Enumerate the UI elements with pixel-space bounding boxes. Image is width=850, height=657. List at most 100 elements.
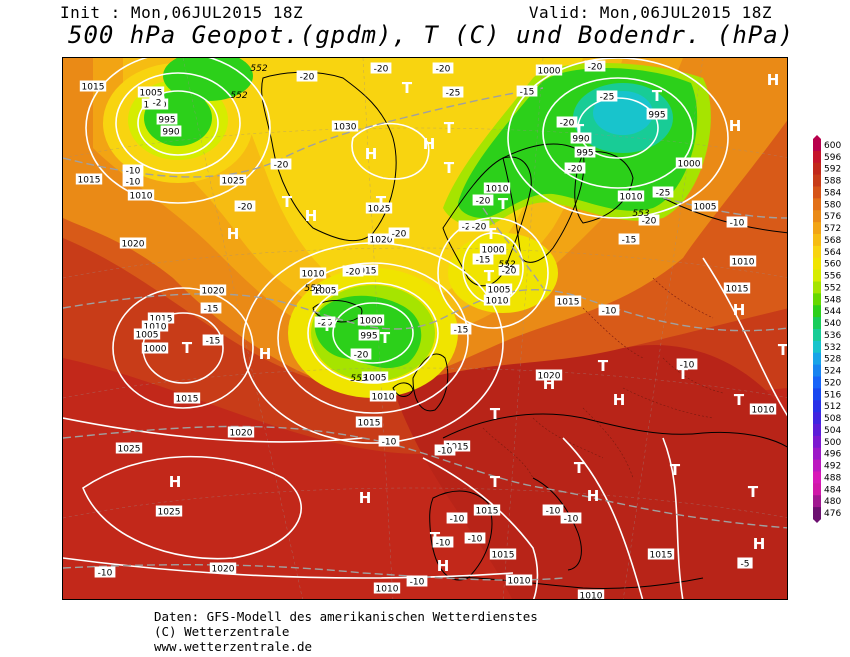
footer-url[interactable]: www.wetterzentrale.de [154,639,313,654]
legend-swatch [813,186,821,199]
high-pressure-marker: H [587,487,600,505]
pressure-label-bg [209,562,237,574]
temperature-label: -10 [680,361,695,371]
low-pressure-marker: T [402,79,413,97]
legend-swatch [813,459,821,472]
pressure-label: 1000 [360,317,383,327]
ireland-outline [392,382,414,397]
legend-swatch [813,376,821,389]
temperature-label-bg [516,85,538,97]
temperature-label: -20 [476,197,491,207]
temperature-label: -10 [564,515,579,525]
pressure-label-bg [115,442,143,454]
low-pressure-marker: T [484,267,495,285]
pressure-label: 1005 [140,89,163,99]
low-pressure-marker: T [490,473,501,491]
temperature-label-bg [434,444,456,456]
pressure-label: 1030 [334,123,357,133]
high-pressure-marker: H [423,135,436,153]
temperature-label-bg [737,557,753,569]
pressure-label: 1010 [376,585,399,595]
temperature-labels: -20-20 -20-25 -15-20-25-20-20-25-20-15-10-… [94,60,753,588]
legend-swatch [813,245,821,259]
pressure-label-bg [369,390,397,402]
temperature-label: -10 [602,307,617,317]
pressure-label: 990 [162,128,179,138]
pressure-label-bg [473,504,501,516]
pressure-label: 1020 [370,236,393,246]
low-pressure-marker: T [490,405,501,423]
pressure-label: 1005 [136,331,159,341]
pressure-label: 1000 [678,160,701,170]
low-pressure-marker: T [734,391,745,409]
temperature-label-bg [542,504,564,516]
legend-level: 484 [824,485,841,495]
pressure-labels: 1015100510009959901015101010201025103010… [75,64,777,601]
pressure-label-bg [141,342,169,354]
low-pressure-marker: T [322,317,333,335]
high-pressure-marker: H [613,391,626,409]
legend-swatch [813,388,821,401]
high-pressure-marker: H [543,375,556,393]
pressure-label-bg [351,264,379,276]
temperature-label: -10 [410,578,425,588]
temperature-label-bg [472,194,494,206]
footer-copyright: (C) Wetterzentrale [154,624,290,639]
sweden-outline [502,143,585,263]
legend-level: 480 [824,497,841,507]
legend-level: 600 [824,141,841,151]
legend-level: 572 [824,224,841,234]
pressure-label-bg [646,108,668,120]
temperature-label: -20 [560,119,575,129]
pressure-label: 995 [648,111,665,121]
pressure-label: 1015 [354,267,377,277]
temperature-label: -10 [98,569,113,579]
temperature-label: -15 [476,256,491,266]
low-pressure-marker: T [670,461,681,479]
low-pressure-marker: T [678,365,689,383]
legend-level: 540 [824,319,841,329]
temperature-label-bg [472,253,494,265]
pressure-label: 995 [360,332,377,342]
weather-map[interactable]: 1015100510009959901015101010201025103010… [62,57,788,600]
temperature-label: -10 [436,539,451,549]
pressure-label: 1005 [488,286,511,296]
pressure-label: 1005 [694,203,717,213]
pressure-label: 1010 [486,297,509,307]
legend-swatch [813,234,821,247]
pressure-label: 1010 [580,592,603,601]
pressure-label: 995 [158,116,175,126]
low-pressure-marker: T [652,87,663,105]
high-pressure-marker: H [729,117,742,135]
finland-outline [574,151,634,224]
pressure-label-bg [535,369,563,381]
legend-swatch [813,198,821,211]
temperature-label: -5 [741,560,750,570]
legend-swatch [813,150,821,164]
low-pressure-marker: T [498,195,509,213]
isotherms [63,87,787,581]
pressure-label-bg [219,174,247,186]
low-pressure-marker: T [444,119,455,137]
temperature-label: -10 [438,447,453,457]
pressure-label-bg [127,189,155,201]
pressure-label: 1015 [358,419,381,429]
pressure-label-bg [156,113,178,125]
temperature-label-bg [442,86,464,98]
temperature-label-bg [406,575,428,587]
temperature-label: -20 [238,203,253,213]
pressure-label: 1010 [732,258,755,268]
pressure-label: 990 [572,135,589,145]
legend-level: 576 [824,212,841,222]
legend-swatch [813,293,821,306]
pressure-label-bg [133,328,161,340]
legend-level: 496 [824,450,841,460]
pressure-label: 1015 [446,443,469,453]
temperature-label: -25 [600,93,615,103]
legend-level: 552 [824,283,841,293]
legend-swatch [813,329,821,342]
pressure-label-bg [155,505,183,517]
temperature-label-bg [446,512,468,524]
legend-swatch [813,222,821,235]
temperature-label-bg [726,216,748,228]
